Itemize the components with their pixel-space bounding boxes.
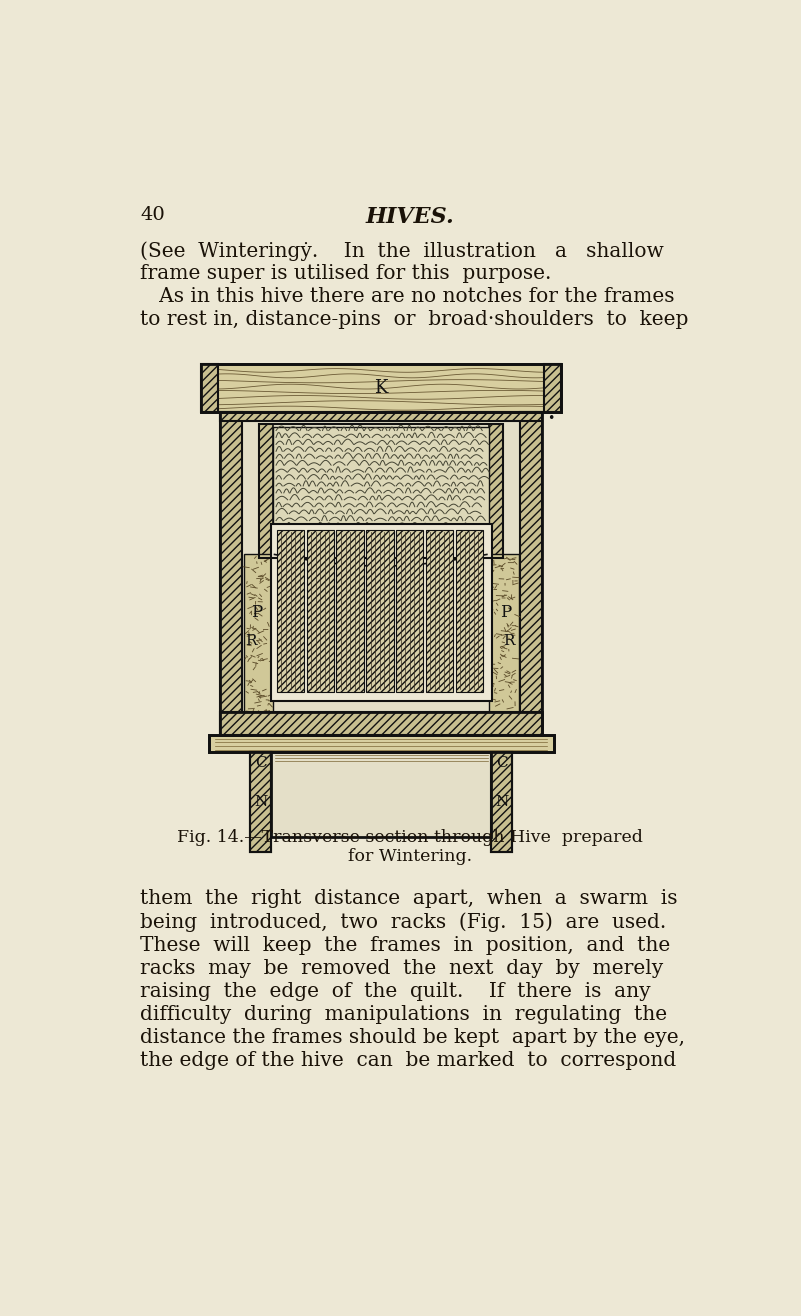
Text: them  the  right  distance  apart,  when  a  swarm  is: them the right distance apart, when a sw… <box>140 890 678 908</box>
Bar <box>201 365 218 412</box>
Text: 40: 40 <box>140 205 165 224</box>
Bar <box>271 524 492 700</box>
Bar <box>272 753 491 837</box>
Bar <box>250 753 272 853</box>
Bar <box>259 424 273 570</box>
Bar <box>220 412 541 421</box>
Bar <box>201 365 562 412</box>
Text: •: • <box>548 412 555 425</box>
Bar <box>489 424 503 570</box>
Bar <box>244 554 273 728</box>
Text: being  introduced,  two  racks  (Fig.  15)  are  used.: being introduced, two racks (Fig. 15) ar… <box>140 912 666 932</box>
Text: frame super is utilised for this  purpose.: frame super is utilised for this purpose… <box>140 265 552 283</box>
Text: These  will  keep  the  frames  in  position,  and  the: These will keep the frames in position, … <box>140 936 670 954</box>
Bar <box>277 530 304 691</box>
Bar <box>242 412 520 736</box>
Bar <box>273 426 489 546</box>
Bar <box>259 424 503 558</box>
Bar <box>220 712 541 736</box>
Bar <box>208 736 553 753</box>
Text: P: P <box>251 604 262 621</box>
Bar <box>201 365 562 412</box>
Text: R: R <box>245 634 257 647</box>
Bar <box>544 365 562 412</box>
Text: racks  may  be  removed  the  next  day  by  merely: racks may be removed the next day by mer… <box>140 959 664 978</box>
Text: raising  the  edge  of  the  quilt.    If  there  is  any: raising the edge of the quilt. If there … <box>140 982 651 1001</box>
Bar <box>220 712 541 736</box>
Bar <box>489 554 518 728</box>
Text: distance the frames should be kept  apart by the eye,: distance the frames should be kept apart… <box>140 1028 686 1048</box>
Bar <box>250 753 272 853</box>
Bar <box>220 412 242 736</box>
Text: (See  Winteringẏ.    In  the  illustration   a   shallow: (See Winteringẏ. In the illustration a s… <box>140 241 664 261</box>
Text: C: C <box>496 757 507 770</box>
Bar <box>456 530 483 691</box>
Text: R: R <box>504 634 515 647</box>
Bar <box>520 412 541 736</box>
Text: N: N <box>495 795 508 809</box>
Bar <box>307 530 334 691</box>
Bar <box>396 530 424 691</box>
Text: Fig. 14.—Transverse section through Hive  prepared: Fig. 14.—Transverse section through Hive… <box>177 829 643 846</box>
Bar <box>491 753 513 853</box>
Text: P: P <box>500 604 511 621</box>
Text: N: N <box>254 795 268 809</box>
Text: for Wintering.: for Wintering. <box>348 848 472 865</box>
Text: K: K <box>374 379 388 397</box>
Bar <box>366 530 393 691</box>
Text: the edge of the hive  can  be marked  to  correspond: the edge of the hive can be marked to co… <box>140 1051 677 1070</box>
Text: C: C <box>255 757 267 770</box>
Text: As in this hive there are no notches for the frames: As in this hive there are no notches for… <box>140 287 675 307</box>
Bar <box>491 753 513 853</box>
Text: difficulty  during  manipulations  in  regulating  the: difficulty during manipulations in regul… <box>140 1005 667 1024</box>
Bar <box>208 736 553 753</box>
Bar <box>426 530 453 691</box>
Bar <box>220 412 541 736</box>
Text: to rest in, distance-pins  or  broad·shoulders  to  keep: to rest in, distance-pins or broad·shoul… <box>140 311 689 329</box>
Text: HIVES.: HIVES. <box>366 205 454 228</box>
Bar <box>336 530 364 691</box>
